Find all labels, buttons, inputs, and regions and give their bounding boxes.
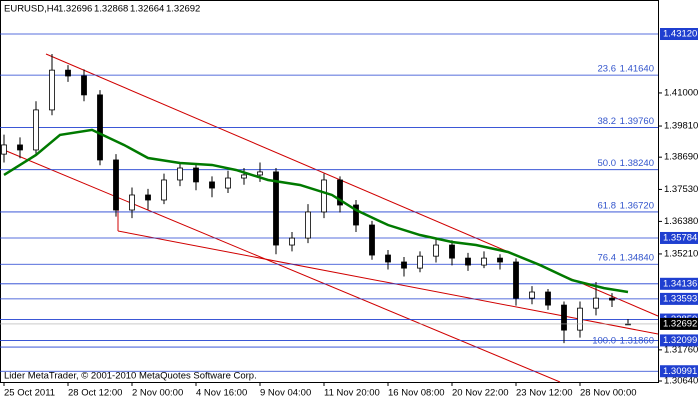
candle-body xyxy=(209,181,215,189)
candle-body xyxy=(353,204,359,226)
x-tick-label: 23 Nov 12:00 xyxy=(516,388,573,399)
moving-average xyxy=(3,128,629,294)
candle-body xyxy=(161,179,167,201)
level-label: 1.34136 xyxy=(663,278,697,289)
fib-price: 1.31860 xyxy=(620,336,654,347)
level-label: 1.35784 xyxy=(663,232,697,243)
quote-high: 1.32868 xyxy=(94,4,128,15)
last-price-box xyxy=(660,317,698,330)
candle-body xyxy=(177,167,183,181)
quote-low: 1.32664 xyxy=(130,4,164,15)
candle-body xyxy=(401,261,407,269)
candle-body xyxy=(449,244,455,259)
candle-body xyxy=(17,144,23,151)
fib-ratio: 50.0 xyxy=(598,158,617,169)
candle-body xyxy=(529,291,535,299)
fib-ratio: 100.0 xyxy=(592,336,616,347)
y-tick-label: 1.35210 xyxy=(664,248,698,259)
last-price-label: 1.32692 xyxy=(663,318,697,329)
candle-body xyxy=(241,174,247,179)
y-tick-label: 1.36380 xyxy=(664,216,698,227)
x-tick-label: 4 Nov 16:00 xyxy=(196,388,247,399)
candle-body xyxy=(545,291,551,306)
candle-body xyxy=(609,297,615,301)
fib-price: 1.39760 xyxy=(620,116,654,127)
candle-body xyxy=(81,75,87,96)
fib-price: 1.34840 xyxy=(620,253,654,264)
x-tick-label: 20 Nov 22:00 xyxy=(452,388,509,399)
fib-price: 1.36720 xyxy=(620,200,654,211)
candle-body xyxy=(513,261,519,299)
candle-body xyxy=(1,144,7,155)
candle-body xyxy=(145,194,151,201)
candle-body xyxy=(33,109,39,151)
candle-body xyxy=(129,194,135,211)
candle-body xyxy=(417,255,423,269)
level-box xyxy=(660,277,698,290)
candle-body xyxy=(289,237,295,246)
x-tick-label: 28 Nov 00:00 xyxy=(580,388,637,399)
level-label: 1.30991 xyxy=(663,366,697,377)
x-tick-label: 11 Nov 20:00 xyxy=(324,388,380,399)
candle-body xyxy=(193,167,199,183)
fib-price: 1.38240 xyxy=(620,158,654,169)
level-box xyxy=(660,231,698,244)
candle-body xyxy=(305,211,311,239)
candle-body xyxy=(497,257,503,263)
y-tick-label: 1.39810 xyxy=(664,121,698,132)
level-label: 1.43120 xyxy=(663,29,697,40)
candle-body xyxy=(273,171,279,246)
candle-body xyxy=(49,69,55,111)
candle-body xyxy=(433,244,439,257)
candle-body xyxy=(337,179,343,206)
candle-body xyxy=(577,307,583,331)
plot-frame xyxy=(0,0,659,383)
candle-body xyxy=(225,177,231,189)
candle-body xyxy=(561,304,567,331)
candle-body xyxy=(321,179,327,213)
y-tick-label: 1.38690 xyxy=(664,152,698,163)
level-box xyxy=(660,334,698,347)
fib-ratio: 23.6 xyxy=(598,64,617,75)
x-tick-label: 9 Nov 04:00 xyxy=(260,388,311,399)
quote-open: 1.32696 xyxy=(58,4,92,15)
y-tick-label: 1.31760 xyxy=(664,344,698,355)
x-tick-label: 16 Nov 08:00 xyxy=(388,388,445,399)
trend-line xyxy=(3,149,561,383)
candle-body xyxy=(481,257,487,266)
level-box xyxy=(660,365,698,378)
quote-close: 1.32692 xyxy=(166,4,200,15)
fib-price: 1.41640 xyxy=(620,64,654,75)
x-tick-label: 25 Oct 2011 xyxy=(4,388,55,399)
candle-body xyxy=(65,69,71,77)
candle-body xyxy=(385,254,391,263)
level-box xyxy=(660,28,698,41)
y-tick-label: 1.41000 xyxy=(664,87,698,98)
candle-body xyxy=(593,297,599,309)
x-tick-label: 2 Nov 00:00 xyxy=(132,388,183,399)
candle-body xyxy=(113,159,119,211)
candle-body xyxy=(369,224,375,256)
level-box xyxy=(660,292,698,305)
fib-ratio: 61.8 xyxy=(598,200,617,211)
candle-body xyxy=(465,257,471,266)
candle-body xyxy=(97,94,103,161)
symbol: EURUSD,H4 xyxy=(4,4,59,15)
y-tick-label: 1.30640 xyxy=(664,376,698,387)
x-tick-label: 28 Oct 12:00 xyxy=(68,388,122,399)
footer: Lider MetaTrader, © 2001-2010 MetaQuotes… xyxy=(4,371,257,382)
trend-line xyxy=(117,230,659,335)
plot-area xyxy=(0,33,659,383)
level-label: 1.32099 xyxy=(663,335,697,346)
fib-ratio: 38.2 xyxy=(598,116,617,127)
y-tick-label: 1.37530 xyxy=(664,184,698,195)
fib-ratio: 76.4 xyxy=(598,253,617,264)
candle-body xyxy=(257,171,263,176)
level-label: 1.33593 xyxy=(663,293,697,304)
